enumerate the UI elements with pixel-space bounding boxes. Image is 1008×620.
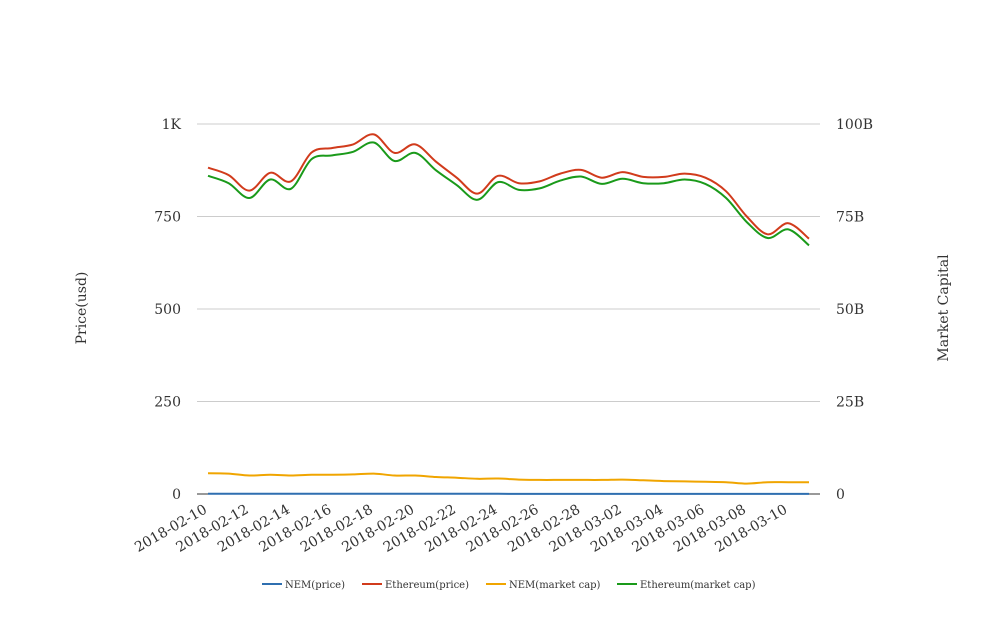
legend-label-nem-market-cap: NEM(market cap) [509, 580, 601, 591]
series-line-ethereum-market-cap [208, 142, 809, 245]
y-tick-label-left: 500 [154, 302, 181, 318]
y-axis-label-left: Price(usd) [74, 272, 90, 345]
series-line-ethereum-price [208, 134, 809, 238]
legend-label-nem-price: NEM(price) [285, 580, 345, 591]
legend-label-ethereum-price: Ethereum(price) [385, 580, 469, 591]
y-tick-label-left: 250 [154, 395, 181, 411]
series-line-nem-market-cap [208, 473, 809, 483]
legend-label-ethereum-market-cap: Ethereum(market cap) [640, 580, 756, 591]
y-tick-label-right: 25B [836, 395, 864, 411]
y-tick-label-right: 0 [836, 487, 845, 503]
y-tick-label-right: 75B [836, 210, 864, 226]
y-axis-label-right: Market Capital [936, 254, 952, 362]
y-tick-label-left: 0 [172, 487, 181, 503]
y-tick-label-right: 50B [836, 302, 864, 318]
y-tick-label-right: 100B [836, 117, 873, 133]
y-tick-label-left: 750 [154, 210, 181, 226]
legend: NEM(price) Ethereum(price) NEM(market cap)… [262, 580, 756, 591]
y-tick-label-left: 1K [162, 117, 182, 133]
